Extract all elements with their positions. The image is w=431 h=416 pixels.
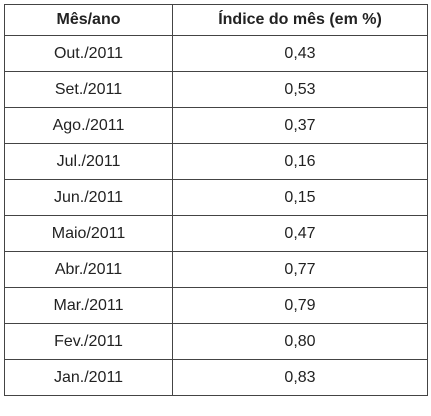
month-cell: Out./2011 xyxy=(4,35,173,72)
month-cell: Jun./2011 xyxy=(4,179,173,216)
table-row: Ago./2011 0,37 xyxy=(4,107,428,144)
index-cell: 0,83 xyxy=(172,359,428,396)
header-index: Índice do mês (em %) xyxy=(172,4,428,36)
month-cell: Abr./2011 xyxy=(4,251,173,288)
index-cell: 0,15 xyxy=(172,179,428,216)
index-cell: 0,79 xyxy=(172,287,428,324)
index-cell: 0,77 xyxy=(172,251,428,288)
table-row: Mar./2011 0,79 xyxy=(4,287,428,324)
table-row: Jan./2011 0,83 xyxy=(4,359,428,396)
index-cell: 0,53 xyxy=(172,71,428,108)
header-month: Mês/ano xyxy=(4,4,173,36)
table-row: Set./2011 0,53 xyxy=(4,71,428,108)
table-row: Abr./2011 0,77 xyxy=(4,251,428,288)
index-cell: 0,37 xyxy=(172,107,428,144)
index-cell: 0,80 xyxy=(172,323,428,360)
header-row: Mês/ano Índice do mês (em %) xyxy=(4,4,428,36)
table-row: Maio/2011 0,47 xyxy=(4,215,428,252)
index-cell: 0,43 xyxy=(172,35,428,72)
index-cell: 0,16 xyxy=(172,143,428,180)
table-row: Jul./2011 0,16 xyxy=(4,143,428,180)
monthly-index-table: Mês/ano Índice do mês (em %) Out./2011 0… xyxy=(4,4,428,396)
table-row: Out./2011 0,43 xyxy=(4,35,428,72)
month-cell: Maio/2011 xyxy=(4,215,173,252)
table-header: Mês/ano Índice do mês (em %) xyxy=(4,4,428,36)
month-cell: Fev./2011 xyxy=(4,323,173,360)
month-cell: Set./2011 xyxy=(4,71,173,108)
table-body: Out./2011 0,43 Set./2011 0,53 Ago./2011 … xyxy=(4,35,428,396)
month-cell: Jan./2011 xyxy=(4,359,173,396)
table-row: Jun./2011 0,15 xyxy=(4,179,428,216)
month-cell: Mar./2011 xyxy=(4,287,173,324)
table-row: Fev./2011 0,80 xyxy=(4,323,428,360)
index-cell: 0,47 xyxy=(172,215,428,252)
month-cell: Jul./2011 xyxy=(4,143,173,180)
month-cell: Ago./2011 xyxy=(4,107,173,144)
